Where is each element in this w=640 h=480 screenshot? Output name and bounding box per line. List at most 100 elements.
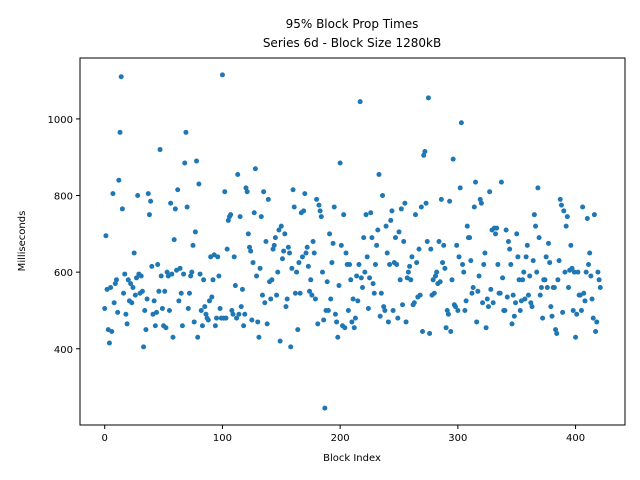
point [214, 315, 220, 321]
point [390, 307, 396, 313]
point [277, 338, 283, 344]
point [360, 284, 366, 290]
point [392, 235, 398, 241]
point [117, 129, 123, 135]
point [482, 250, 488, 256]
point [562, 269, 568, 275]
point [109, 329, 115, 335]
point [311, 250, 317, 256]
point [257, 265, 263, 271]
point [463, 298, 469, 304]
point [198, 307, 204, 313]
point [131, 250, 137, 256]
point [124, 321, 130, 327]
point [295, 327, 301, 333]
point [487, 189, 493, 195]
point [528, 300, 534, 306]
point [299, 254, 305, 260]
point [483, 325, 489, 331]
point [565, 284, 571, 290]
x-tick-label: 0 [102, 433, 108, 444]
point [434, 269, 440, 275]
point [388, 217, 394, 223]
point [256, 334, 262, 340]
point [441, 242, 447, 248]
point [242, 311, 248, 317]
point [395, 315, 401, 321]
point [563, 223, 569, 229]
point [477, 196, 483, 202]
point [232, 283, 238, 289]
point [517, 307, 523, 313]
point [361, 235, 367, 241]
point [186, 290, 192, 296]
point [316, 202, 322, 208]
point [121, 290, 127, 296]
point [485, 304, 491, 310]
point [166, 307, 172, 313]
point [396, 229, 402, 235]
point [367, 275, 373, 281]
point [591, 212, 597, 218]
point [138, 273, 144, 279]
point [530, 258, 536, 264]
point [188, 273, 194, 279]
point [290, 187, 296, 193]
point [282, 231, 288, 237]
x-tick-label: 400 [566, 433, 585, 444]
point [111, 300, 117, 306]
point [230, 311, 236, 317]
point [209, 294, 215, 300]
point [545, 240, 551, 246]
point [478, 200, 484, 206]
point [484, 296, 490, 302]
point [272, 235, 278, 241]
point [551, 284, 557, 290]
point [317, 208, 323, 214]
point [500, 275, 506, 281]
point [345, 307, 351, 313]
point [498, 179, 504, 185]
point [281, 248, 287, 254]
point [444, 307, 450, 313]
point [408, 277, 414, 283]
point [335, 334, 341, 340]
point [247, 244, 253, 250]
point [183, 129, 189, 135]
point [169, 271, 175, 277]
point [547, 260, 553, 266]
point [156, 288, 162, 294]
point [182, 160, 188, 166]
point [275, 269, 281, 275]
point [197, 271, 203, 277]
point [110, 191, 116, 197]
point [112, 281, 118, 287]
point [558, 202, 564, 208]
point [414, 260, 420, 266]
point [291, 204, 297, 210]
point [123, 311, 129, 317]
point [175, 187, 181, 193]
point [325, 307, 331, 313]
point [143, 327, 149, 333]
point [249, 317, 255, 323]
point [401, 239, 407, 244]
point [475, 288, 481, 294]
point [171, 237, 177, 243]
point [308, 277, 314, 283]
y-tick-label: 800 [54, 192, 73, 203]
point [157, 147, 163, 153]
point [573, 334, 579, 340]
point [225, 217, 231, 223]
point [248, 248, 254, 254]
point [594, 319, 600, 325]
point [471, 204, 477, 210]
chart-subtitle: Series 6d - Block Size 1280kB [263, 36, 441, 50]
point [324, 279, 330, 285]
point [194, 158, 200, 164]
point [241, 323, 247, 329]
point [593, 329, 599, 335]
point [582, 298, 588, 304]
point [125, 277, 131, 283]
